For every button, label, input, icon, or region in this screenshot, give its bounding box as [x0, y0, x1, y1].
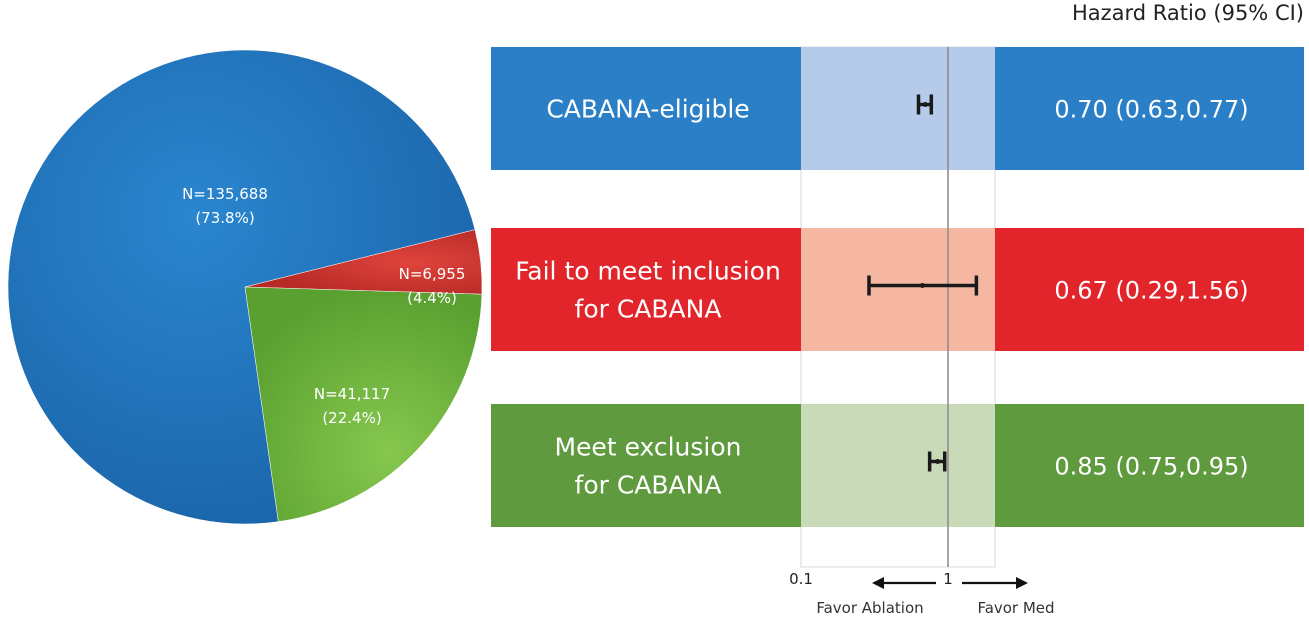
row-hr-box: [995, 47, 1304, 170]
pie-chart: N=135,688 (73.8%) N=6,955 (4.4%) N=41,117 (22…: [7, 49, 483, 525]
row-hr-box: [995, 228, 1304, 351]
row-hr-text: 0.70 (0.63,0.77): [1054, 96, 1248, 124]
row-plot-band: [801, 228, 995, 351]
favor-arrows: [872, 577, 1028, 589]
hazard-ratio-header: Hazard Ratio (95% CI): [1072, 1, 1304, 25]
axis-tick-label: 0.1: [789, 570, 813, 588]
pie-slice-n-label: N=41,117: [314, 385, 390, 403]
row-label: for CABANA: [575, 295, 722, 324]
pie-slice-pct-label: (22.4%): [322, 409, 381, 427]
forest-plot: Hazard Ratio (95% CI) CABANA-eligible 0.7…: [491, 1, 1304, 617]
row-label: Meet exclusion: [554, 433, 741, 462]
hr-point: [935, 459, 941, 464]
row-label: CABANA-eligible: [546, 95, 749, 124]
row-label: for CABANA: [575, 471, 722, 500]
pie-slice-n-label: N=6,955: [399, 265, 466, 283]
pie-slice: [7, 49, 476, 525]
hr-point: [919, 283, 925, 288]
row-hr-text: 0.67 (0.29,1.56): [1054, 277, 1248, 305]
row-hr-box: [995, 404, 1304, 527]
favor-ablation-label: Favor Ablation: [816, 599, 923, 617]
row-label-box: [491, 47, 801, 170]
row-plot-band: [801, 404, 995, 527]
row-label: Fail to meet inclusion: [515, 257, 781, 286]
hr-point: [922, 102, 928, 107]
axis-tick-label: 1: [943, 570, 953, 588]
pie-slice-pct-label: (73.8%): [195, 209, 254, 227]
pie-slice-pct-label: (4.4%): [407, 289, 457, 307]
row-hr-text: 0.85 (0.75,0.95): [1054, 453, 1248, 481]
row-plot-band: [801, 47, 995, 170]
favor-med-label: Favor Med: [977, 599, 1054, 617]
row-label-box: [491, 228, 801, 351]
row-label-box: [491, 404, 801, 527]
pie-slice-n-label: N=135,688: [182, 185, 268, 203]
pie-slice: [244, 286, 483, 522]
